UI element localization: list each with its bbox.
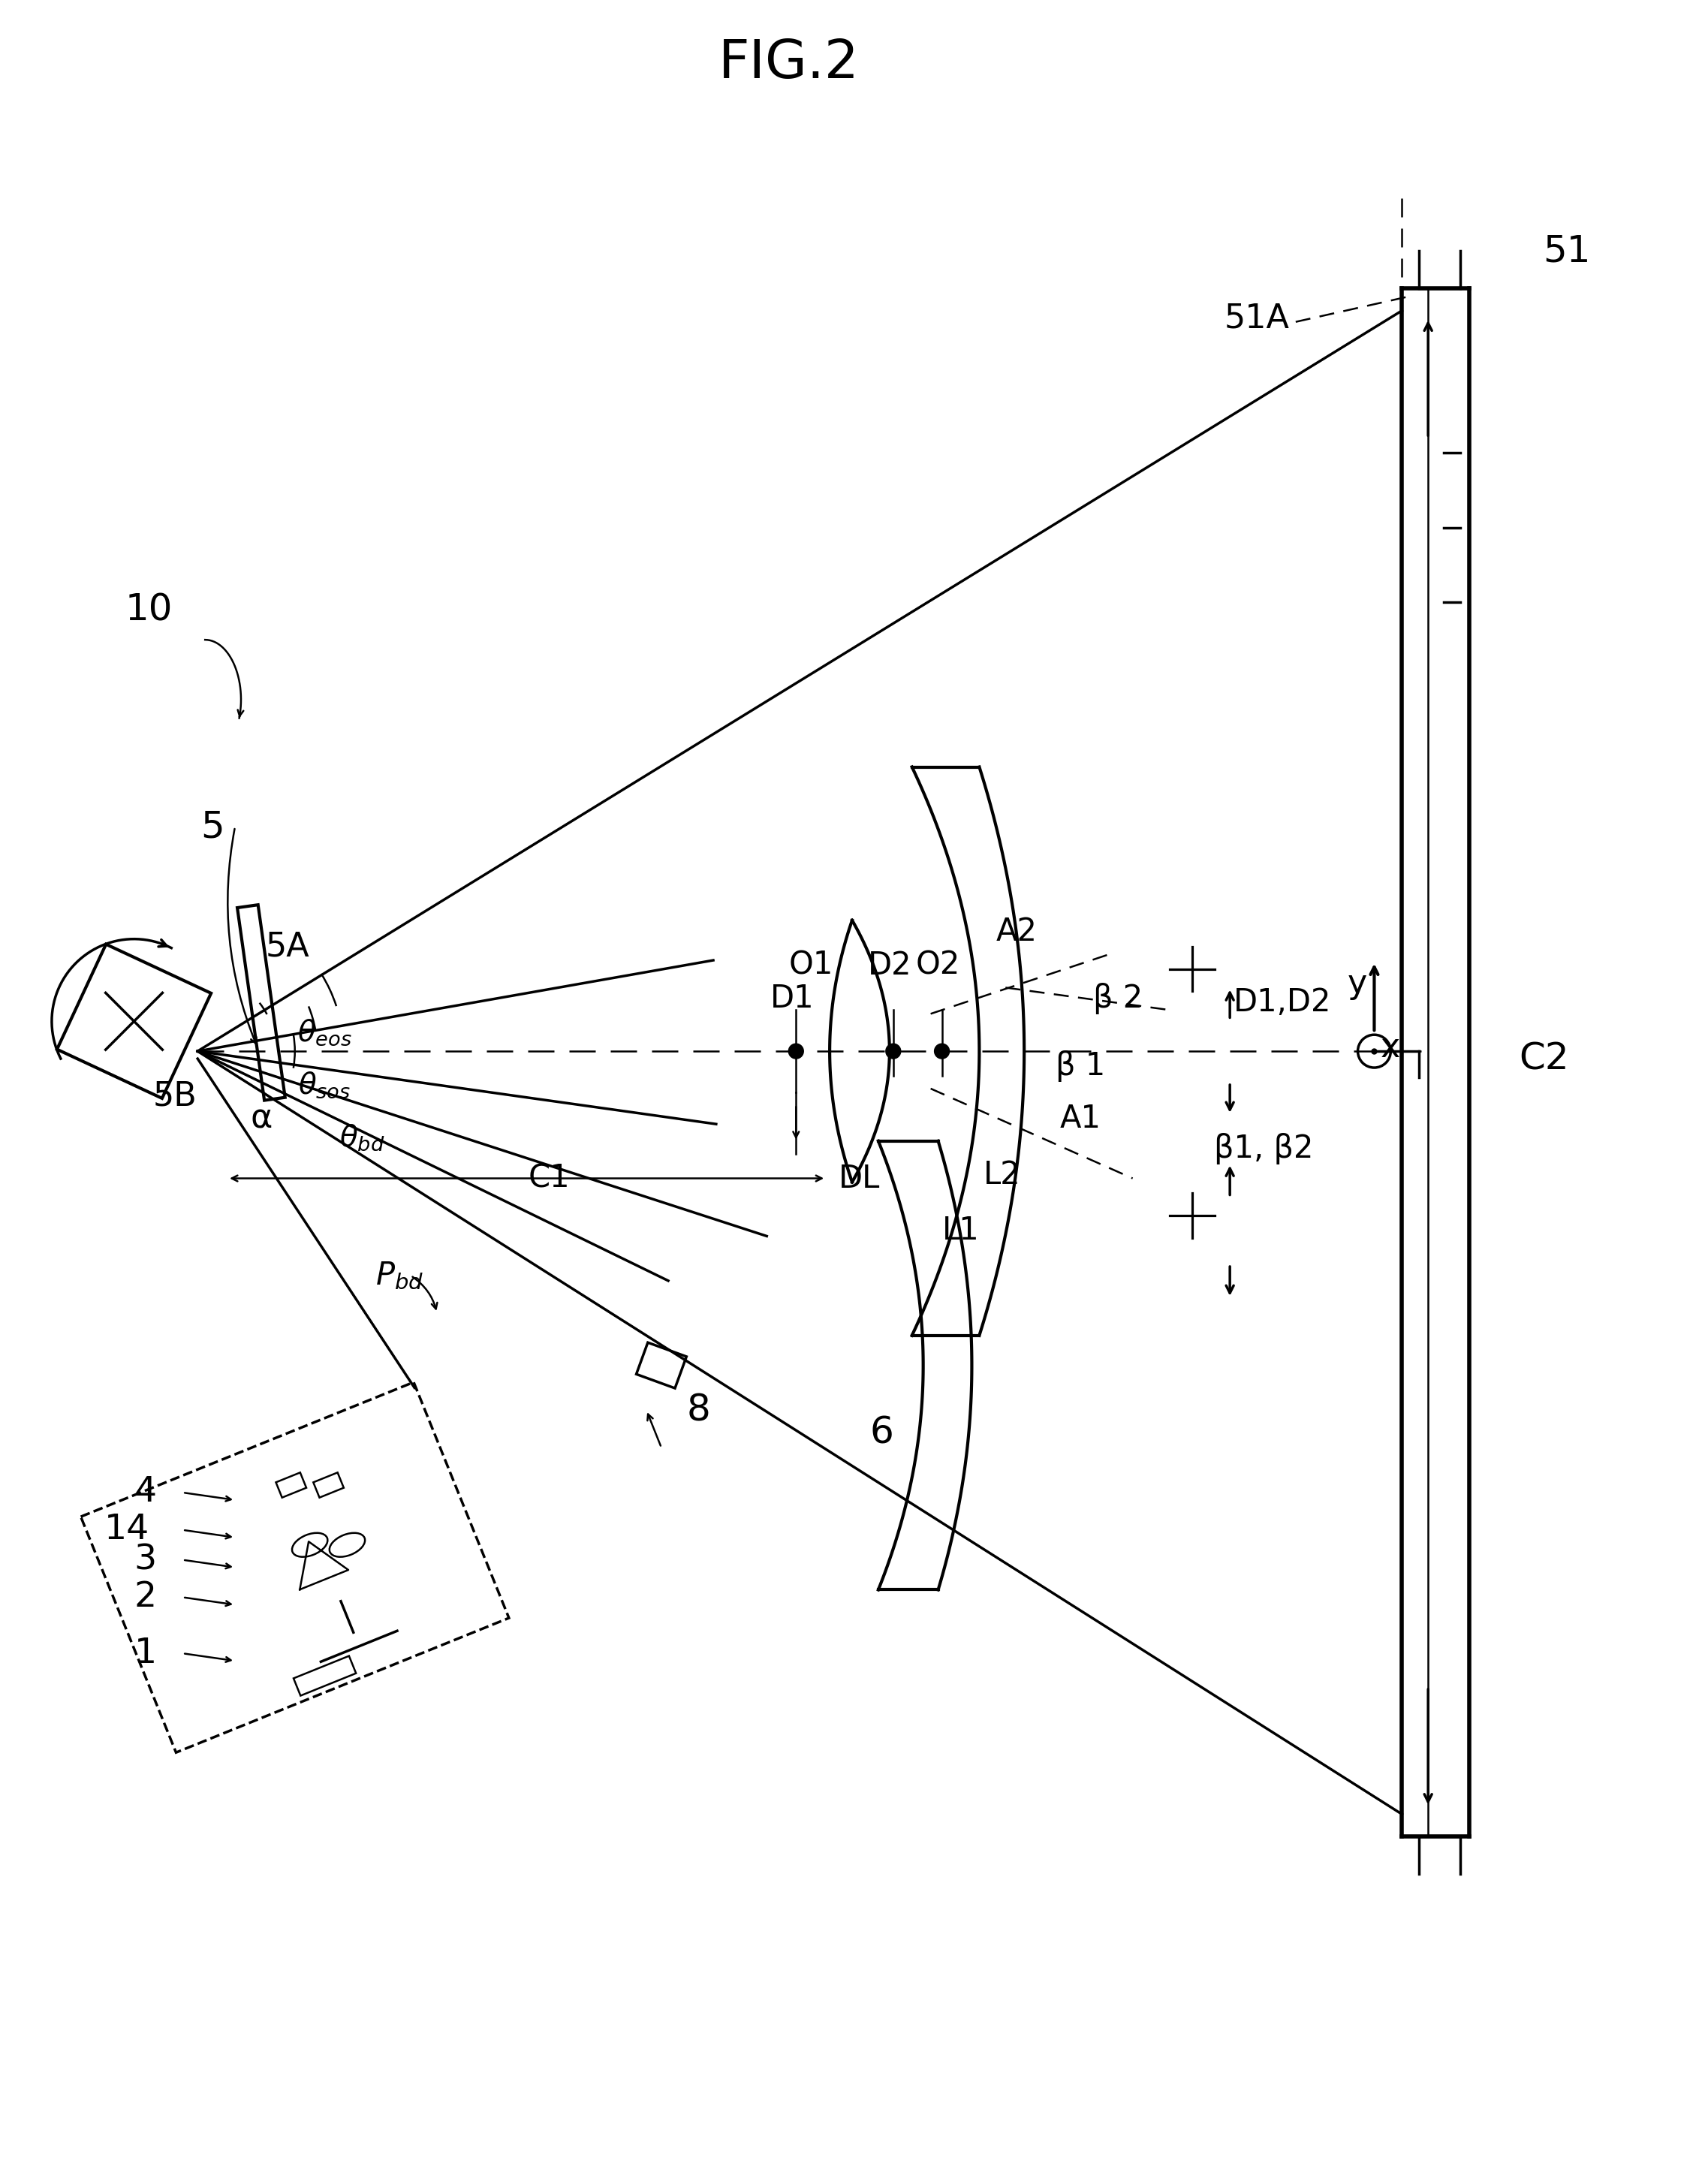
Text: FIG.2: FIG.2 [717,39,859,91]
Text: 5: 5 [200,809,224,846]
Text: C1: C1 [528,1163,570,1195]
Text: $\theta_{sos}$: $\theta_{sos}$ [299,1070,352,1100]
Text: 5B: 5B [154,1081,196,1113]
Text: β1, β2: β1, β2 [1214,1132,1313,1165]
Circle shape [886,1044,900,1059]
Text: α: α [249,1102,272,1135]
Text: y: y [1348,968,1366,1001]
Text: DL: DL [839,1163,880,1195]
Text: 1: 1 [133,1637,157,1670]
Text: A2: A2 [996,917,1037,947]
Text: D1,D2: D1,D2 [1233,986,1331,1018]
Text: C2: C2 [1518,1040,1570,1076]
Text: D1: D1 [770,984,815,1014]
Text: 4: 4 [133,1475,157,1510]
Text: 5A: 5A [265,930,309,962]
Text: 6: 6 [869,1415,893,1452]
Text: O2: O2 [915,949,960,981]
Text: 51: 51 [1542,233,1590,270]
Text: $\theta_{bd}$: $\theta_{bd}$ [340,1122,384,1152]
Text: O1: O1 [789,949,834,981]
Text: 2: 2 [133,1581,157,1613]
Text: β 2: β 2 [1093,984,1143,1014]
Text: D2: D2 [868,949,912,981]
Text: L2: L2 [984,1158,1020,1191]
Text: L1: L1 [941,1214,979,1247]
Text: 10: 10 [125,591,173,628]
Text: β 1: β 1 [1056,1050,1105,1083]
Text: $P_{bd}$: $P_{bd}$ [376,1260,424,1292]
Circle shape [789,1044,803,1059]
Text: x: x [1380,1031,1401,1063]
Text: 3: 3 [133,1542,157,1577]
Text: A1: A1 [1059,1102,1102,1135]
Text: $\theta_{eos}$: $\theta_{eos}$ [297,1018,352,1048]
Text: 14: 14 [104,1512,149,1547]
Text: 8: 8 [687,1391,711,1428]
Text: 51A: 51A [1225,302,1290,334]
Circle shape [934,1044,950,1059]
